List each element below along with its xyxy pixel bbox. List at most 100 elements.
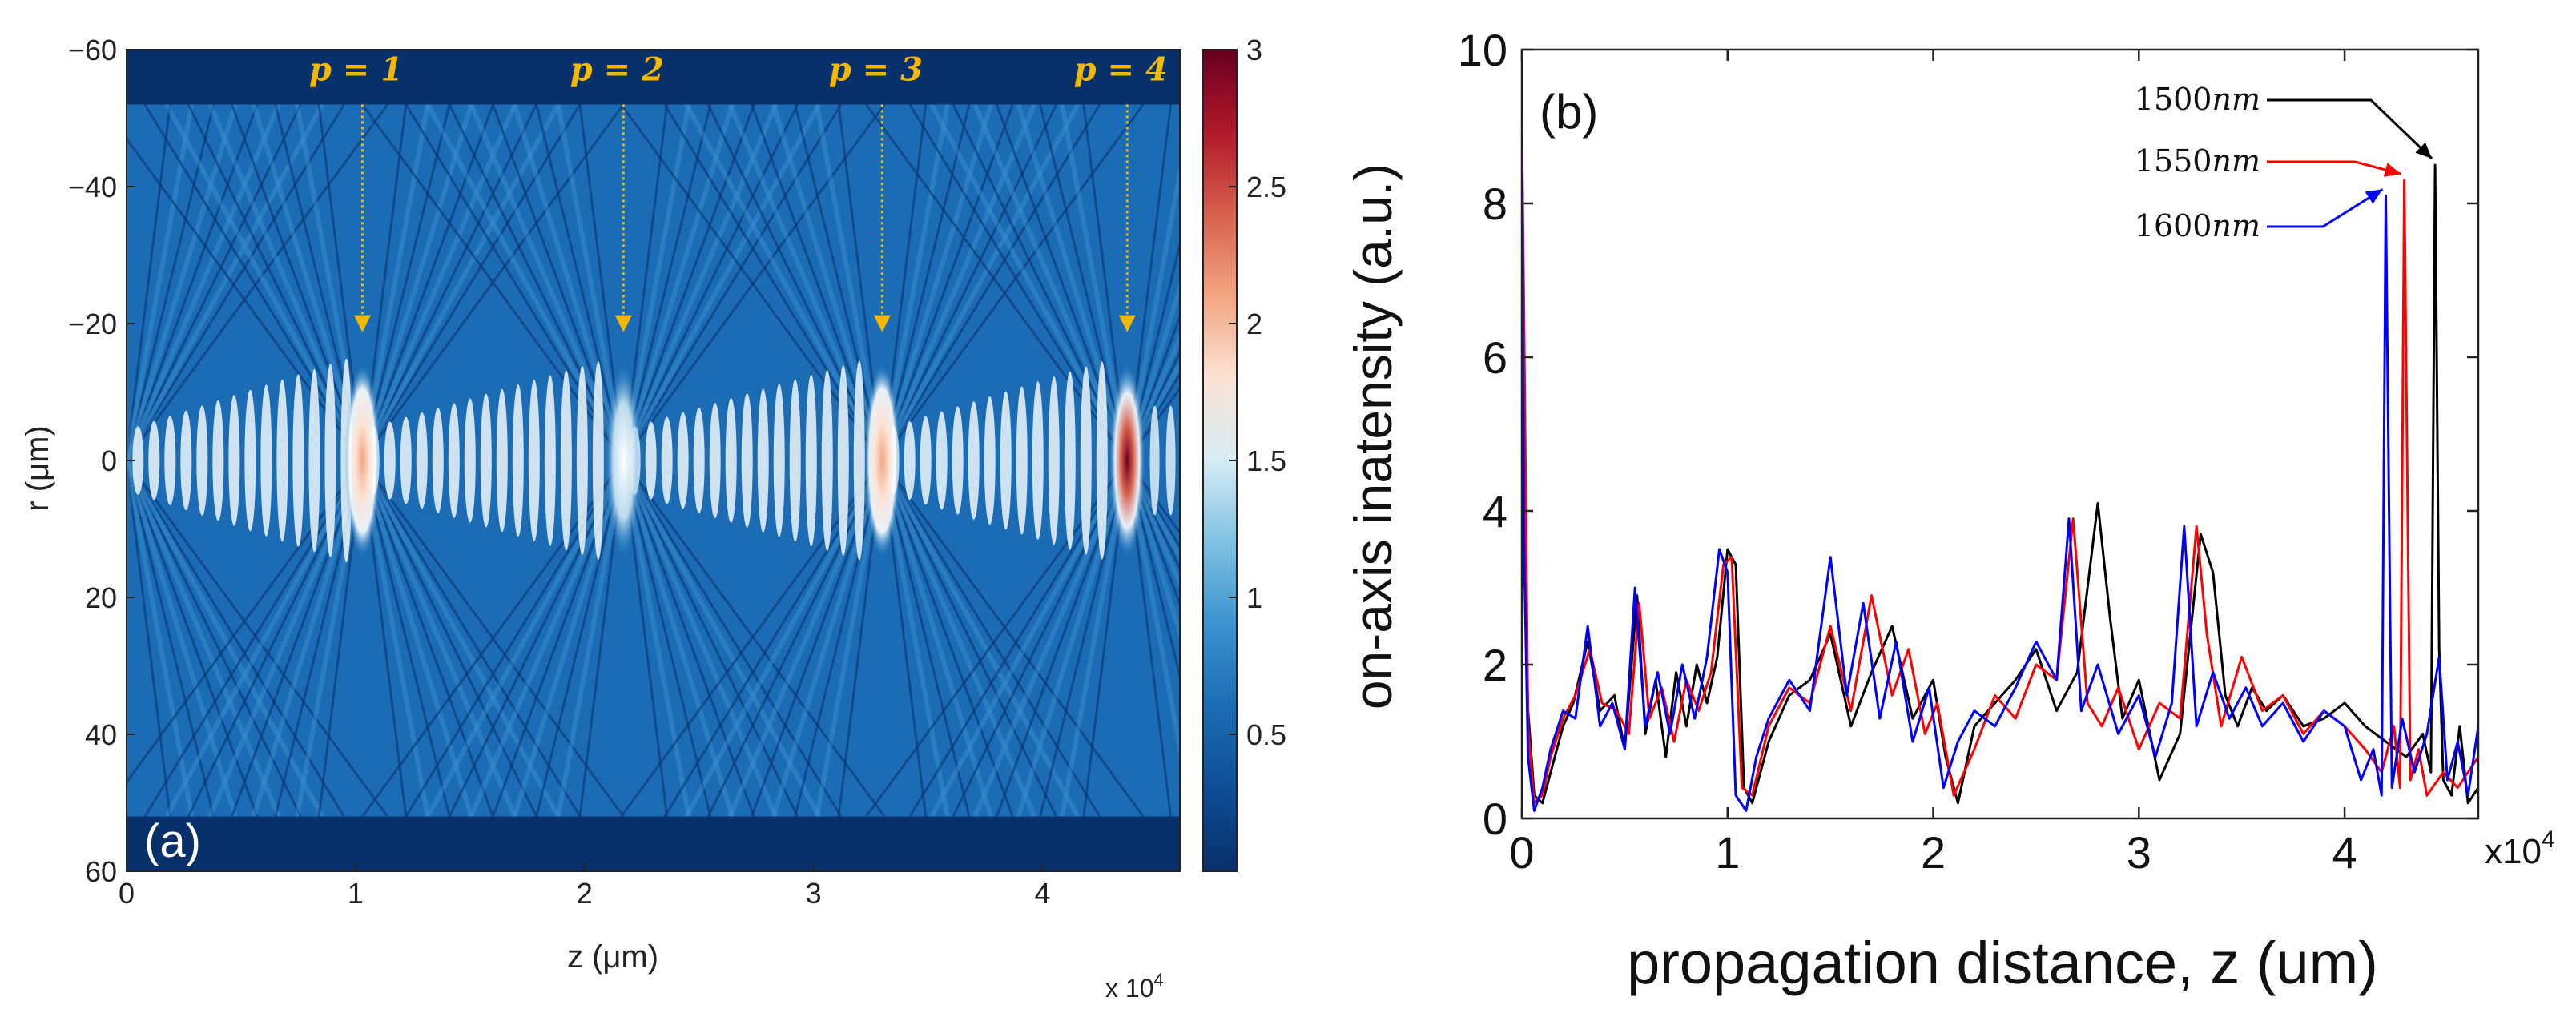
colorbar-tick-label: 1 <box>1246 581 1262 614</box>
y-tick-label: 60 <box>85 855 117 888</box>
fringe <box>148 420 160 500</box>
wavelength-arrowhead-1500nm <box>2415 142 2433 159</box>
fringe <box>1016 386 1028 535</box>
fringe <box>260 384 272 537</box>
fringe <box>1165 405 1176 516</box>
x-tick-label: 3 <box>806 877 822 910</box>
colorbar-ticks: 0.5 1 1.5 2 2.5 3 <box>1229 34 1286 751</box>
x-tick-label: 2 <box>1921 827 1946 878</box>
y-tick-label: 0 <box>1483 794 1507 844</box>
fringe <box>292 374 304 547</box>
wavelength-arrowhead-1550nm <box>2383 163 2401 177</box>
heatmap-panel: p = 1 p = 2 p = 3 p = 4 −60 −40 −20 0 20 40 60 0 1… <box>20 34 1286 1003</box>
colorbar-tick-label: 1.5 <box>1246 444 1286 477</box>
y-tick-label: 2 <box>1483 640 1507 690</box>
heatmap-y-label: r (μm) <box>20 425 55 511</box>
fringe <box>164 416 176 505</box>
fringe <box>968 401 980 520</box>
fringe <box>677 412 689 509</box>
fringe <box>837 364 849 557</box>
wavelength-labels: 1500nm 1550nm 1600nm <box>2135 82 2433 243</box>
fringe <box>904 421 916 500</box>
heatmap-image <box>127 50 1180 871</box>
focal-label: p = 3 <box>829 50 923 88</box>
fringe <box>432 408 444 513</box>
fringe <box>773 384 785 537</box>
y-tick-label: −20 <box>68 308 117 340</box>
y-tick-label: 4 <box>1483 486 1507 537</box>
lattice-line <box>127 103 259 464</box>
outer-region-bottom <box>127 816 1180 871</box>
fringe <box>416 412 428 509</box>
fringe <box>709 402 721 519</box>
fringe <box>693 407 705 514</box>
focal-label: p = 4 <box>1074 50 1168 88</box>
focal-point-annotations: p = 1 p = 2 p = 3 p = 4 <box>309 50 1168 332</box>
fringe <box>180 410 192 511</box>
y-tick-label: −60 <box>68 34 117 66</box>
line-y-ticks: 0 2 4 6 8 10 <box>1458 25 2478 844</box>
lattice-line <box>127 450 171 817</box>
y-tick-label: 6 <box>1483 332 1507 383</box>
fringe <box>308 368 320 553</box>
x-tick-label: 2 <box>577 877 593 910</box>
fringe <box>984 396 996 525</box>
fringe <box>244 389 256 532</box>
fringe <box>1064 371 1076 550</box>
fringe <box>132 426 144 495</box>
wavelength-label-1550nm: 1550nm <box>2135 143 2260 179</box>
fringe <box>384 421 396 500</box>
line-series-group <box>1522 119 2478 812</box>
heatmap-x-ticks: 0 1 2 3 4 <box>119 863 1050 910</box>
x-tick-label: 0 <box>1509 827 1534 878</box>
heatmap-x-label: z (μm) <box>567 939 658 975</box>
focal-label: p = 1 <box>309 50 403 88</box>
fringe <box>560 370 572 551</box>
fringe <box>853 360 865 561</box>
fringe <box>1048 376 1060 545</box>
lattice-line <box>127 104 171 471</box>
fringe <box>592 360 604 561</box>
fringe <box>276 379 288 542</box>
lattice-line <box>127 458 389 818</box>
lattice-line <box>127 103 345 463</box>
wavelength-label-1500nm: 1500nm <box>2135 82 2260 117</box>
colorbar-tick-label: 3 <box>1246 34 1262 66</box>
lattice-line <box>127 457 302 818</box>
focal-spot <box>1109 364 1145 557</box>
lattice-line <box>127 456 259 818</box>
panel-label-b: (b) <box>1540 85 1598 139</box>
axial-fringes <box>132 358 1176 563</box>
fringe <box>464 398 476 523</box>
lattice-line <box>127 455 215 817</box>
fringe <box>725 398 737 523</box>
wavelength-arrow-1500nm <box>2267 98 2433 160</box>
fringe <box>821 369 833 552</box>
lattice-streak <box>127 103 195 474</box>
fringe <box>789 379 801 542</box>
fringe <box>400 416 412 504</box>
x-tick-label: 3 <box>2127 827 2151 878</box>
fringe <box>1096 361 1108 560</box>
line-plot-area <box>1522 50 2478 818</box>
lattice-streak <box>127 447 195 818</box>
heatmap-x-multiplier: x 104 <box>1105 970 1164 1003</box>
fringe <box>1000 391 1012 530</box>
wavelength-label-1600nm: 1600nm <box>2135 208 2260 243</box>
x-tick-label: 4 <box>2332 827 2357 878</box>
line-x-label: propagation distance, z (um) <box>1627 930 2378 996</box>
fringe <box>196 405 208 516</box>
focal-spot <box>606 364 642 557</box>
fringe <box>920 416 932 505</box>
fringe <box>544 375 556 546</box>
heatmap-y-ticks: −60 −40 −20 0 20 40 60 <box>68 34 135 888</box>
panel-label-a: (a) <box>144 815 201 867</box>
lattice-line <box>127 103 389 463</box>
fringe <box>805 374 817 547</box>
fringe <box>1080 366 1092 555</box>
y-tick-label: 0 <box>101 444 117 477</box>
focal-spot <box>864 364 900 557</box>
fringe <box>324 364 336 557</box>
colorbar-tick-label: 2.5 <box>1246 171 1286 203</box>
